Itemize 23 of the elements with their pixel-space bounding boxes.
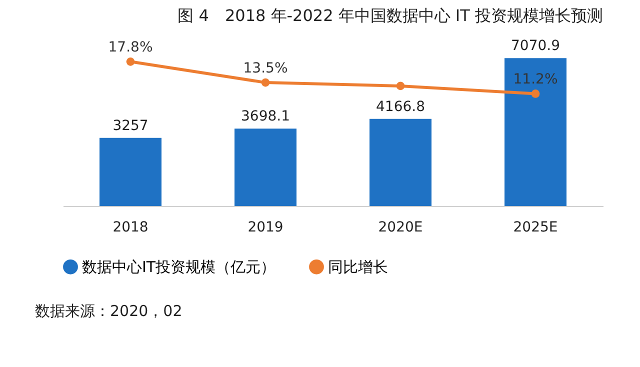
point — [261, 78, 270, 87]
data-label: 3257 — [112, 118, 148, 134]
point — [126, 57, 135, 66]
bar — [370, 118, 432, 206]
x-tick-label: 2020E — [378, 220, 423, 236]
point — [531, 90, 540, 98]
data-label: 4166.8 — [376, 98, 425, 115]
data-label: 11.2% — [513, 72, 558, 88]
x-tick-label: 2019 — [248, 220, 284, 236]
source-note: 数据来源：2020，02 — [35, 302, 182, 320]
legend-label: 数据中心IT投资规模（亿元） — [82, 258, 276, 276]
legend-label: 同比增长 — [328, 258, 388, 276]
x-tick-label: 2018 — [112, 220, 148, 236]
bar — [234, 128, 296, 206]
data-label: 7070.9 — [511, 38, 560, 54]
data-label: 3698.1 — [241, 108, 290, 125]
data-label: 17.8% — [108, 40, 153, 56]
point — [396, 82, 405, 90]
chart-title: 图 4 2018 年-2022 年中国数据中心 IT 投资规模增长预测 — [178, 6, 603, 25]
bar — [504, 58, 566, 206]
x-tick-label: 2025E — [513, 220, 558, 236]
data-label: 13.5% — [243, 60, 288, 77]
bar — [100, 138, 162, 206]
